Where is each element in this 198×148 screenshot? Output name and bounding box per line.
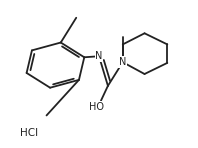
Text: N: N (95, 51, 103, 61)
Text: HCl: HCl (20, 128, 38, 138)
Text: N: N (119, 57, 127, 67)
Text: HO: HO (89, 102, 104, 112)
